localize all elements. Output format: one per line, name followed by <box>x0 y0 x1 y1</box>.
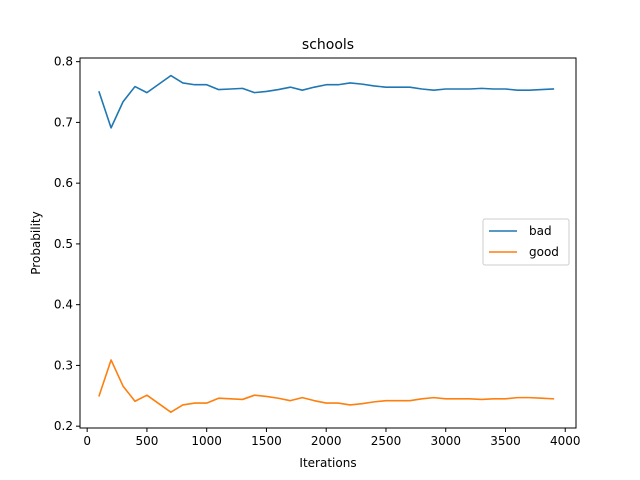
x-tick-label: 3500 <box>490 434 521 448</box>
legend-label-bad: bad <box>529 224 552 238</box>
x-tick-label: 1000 <box>191 434 222 448</box>
y-tick-label: 0.4 <box>54 298 73 312</box>
y-tick-label: 0.7 <box>54 115 73 129</box>
x-tick-label: 2500 <box>371 434 402 448</box>
y-tick-label: 0.8 <box>54 55 73 69</box>
plot-frame <box>79 57 577 429</box>
legend: bad good <box>482 218 570 266</box>
x-tick-label: 500 <box>135 434 158 448</box>
chart-title: schools <box>302 37 354 53</box>
y-tick-label: 0.6 <box>54 176 73 190</box>
series-line-good <box>98 359 555 414</box>
series-layer <box>98 74 555 414</box>
x-tick-label: 4000 <box>550 434 581 448</box>
x-tick-label: 0 <box>83 434 91 448</box>
x-tick-label: 2000 <box>311 434 342 448</box>
x-tick-label: 3000 <box>430 434 461 448</box>
y-tick-label: 0.3 <box>54 358 73 372</box>
x-axis-label: Iterations <box>299 456 356 470</box>
y-axis-label: Probability <box>29 211 43 274</box>
x-tick-label: 1500 <box>251 434 282 448</box>
y-tick-label: 0.2 <box>54 419 73 433</box>
x-axis: 0 500 1000 1500 2000 2500 3000 3500 4000 <box>83 428 581 448</box>
series-line-bad <box>98 74 555 129</box>
legend-label-good: good <box>529 245 559 259</box>
y-tick-label: 0.5 <box>54 237 73 251</box>
y-axis: 0.2 0.3 0.4 0.5 0.6 0.7 0.8 <box>54 55 80 433</box>
